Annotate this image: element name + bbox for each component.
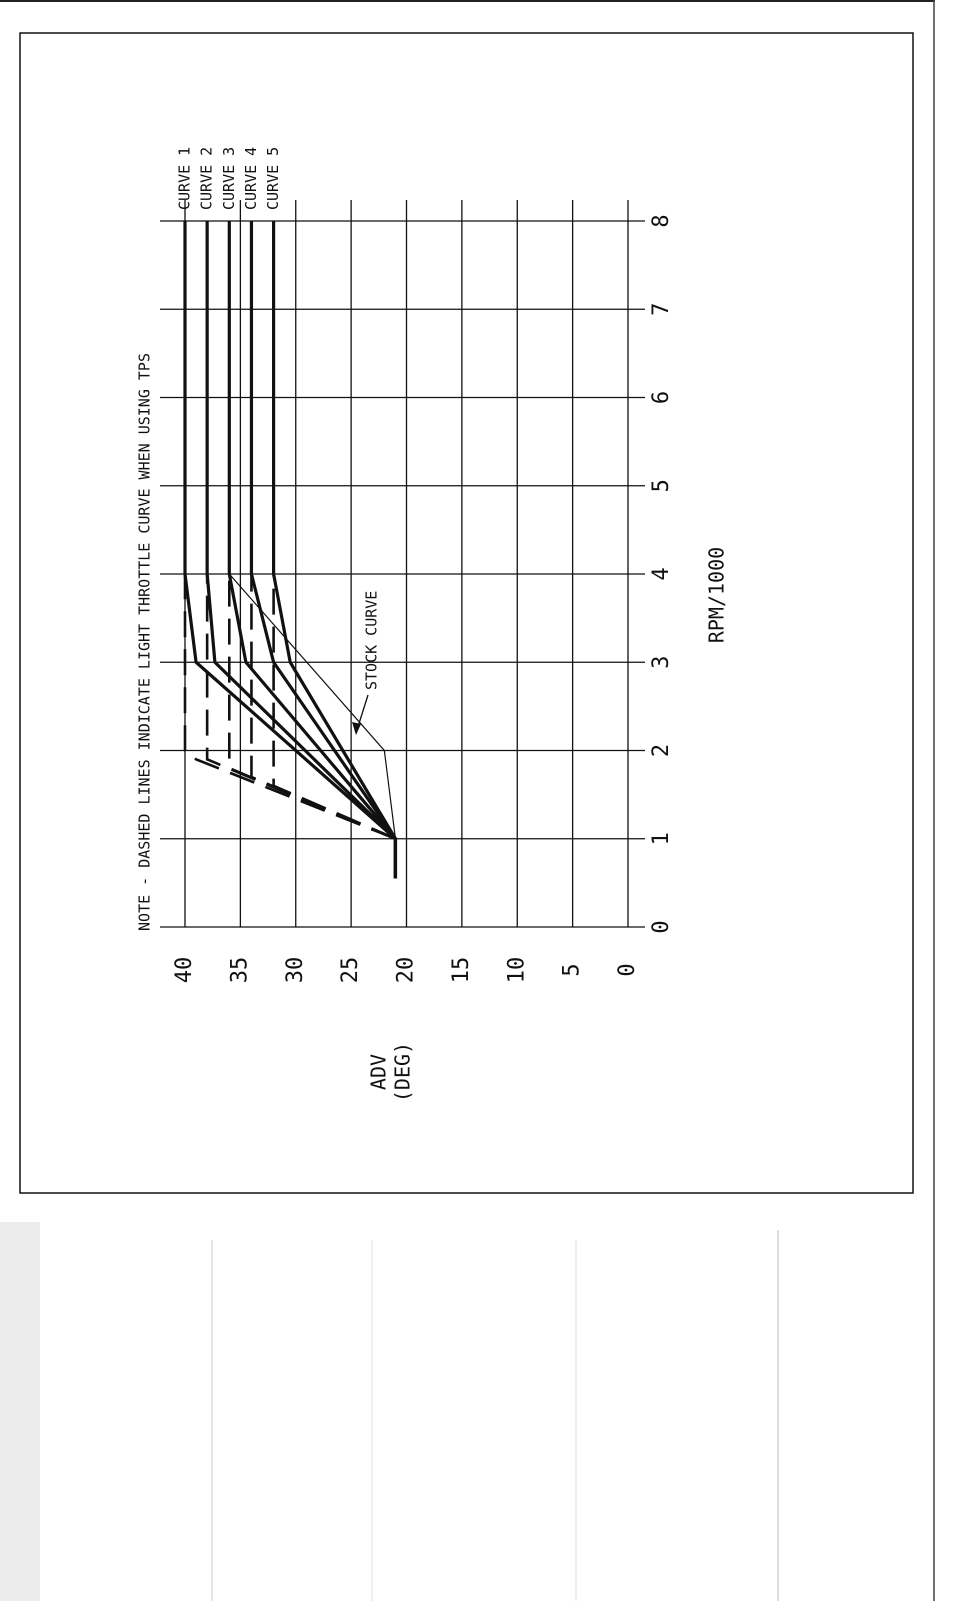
curve-line [272,221,398,879]
y-tick-label: 5 [560,963,585,976]
x-tick-label: 6 [649,391,674,404]
tps-line [183,574,396,840]
curve-label: CURVE 3 [220,147,238,210]
y-tick-label: 30 [283,957,308,984]
x-axis-label: RPM/1000 [705,547,729,643]
y-tick-label: 15 [449,957,474,984]
y-tick-label: 20 [394,957,419,984]
curve-line [183,221,398,879]
curve-label: CURVE 2 [198,147,216,210]
y-tick-label: 10 [504,957,529,984]
x-tick-label: 2 [649,744,674,757]
tps-line [272,574,396,840]
x-tick-label: 8 [649,214,674,227]
curve-label: CURVE 5 [264,147,282,210]
stock-arrowhead [352,722,361,735]
x-tick-label: 1 [649,832,674,845]
scan-shade [0,1222,40,1601]
curve-label: CURVE 1 [176,147,194,210]
stock-line [228,221,397,839]
curve-line [205,221,398,879]
stock-label: STOCK CURVE [363,591,381,690]
x-tick-label: 5 [649,479,674,492]
x-tick-label: 4 [649,567,674,580]
curve-label: CURVE 4 [242,147,260,210]
y-tick-label: 35 [227,957,252,984]
chart-title: NOTE - DASHED LINES INDICATE LIGHT THROT… [136,353,154,931]
x-tick-label: 3 [649,656,674,669]
x-tick-label: 0 [649,920,674,933]
y-tick-label: 0 [615,963,640,976]
tps-line [205,574,396,840]
y-tick-label: 25 [338,957,363,984]
y-axis-label: ADV [367,1054,391,1090]
frame [19,32,914,1194]
y-tick-label: 40 [172,957,197,984]
x-tick-label: 7 [649,303,674,316]
y-axis-label: (DEG) [391,1042,415,1102]
